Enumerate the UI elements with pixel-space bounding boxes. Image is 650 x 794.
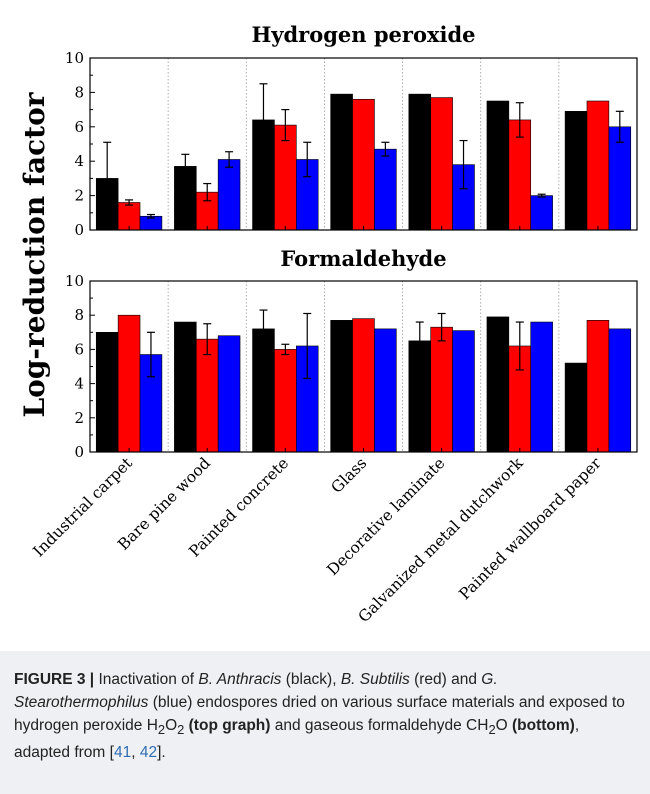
bar [195,338,219,453]
category-label: Painted wallboard paper [456,454,606,604]
bar-chart: Log-reduction factor Hydrogen peroxide 0 2… [18,22,638,626]
caption-text: ]. [157,744,166,762]
caption-text: , [131,744,140,762]
y-tick-label: 4 [74,375,84,393]
caption-bold: (bottom) [512,717,575,734]
y-tick-label: 2 [74,187,84,205]
y-tick-label: 4 [74,152,84,170]
bar [117,202,141,231]
caption-bold: (top graph) [184,717,271,734]
bar [374,148,397,231]
caption-text: and gaseous formaldehyde CH [270,717,489,734]
y-tick-label: 8 [74,83,84,101]
chart-panel: Hydrogen peroxide 0 2 4 6 8 10 [65,22,638,239]
bar [586,100,610,231]
caption-label: FIGURE 3 | [14,671,95,688]
bar [174,321,197,453]
caption-text: Inactivation of [94,671,199,688]
bar [452,330,475,453]
caption-subscript: 2 [177,722,185,738]
category-label: Glass [328,454,371,497]
bar [530,195,553,231]
y-tick-label: 0 [74,221,84,239]
caption-text: (blue) endospores dried on various surfa… [14,694,625,734]
bar [117,314,141,453]
panel-title: Hydrogen peroxide [251,22,475,47]
caption-text: , adapted from [ [14,717,580,762]
caption-species: B. Anthracis [198,671,282,688]
chart-panel: Formaldehyde 0 2 4 6 8 10 [65,246,638,461]
bar [430,97,453,231]
bar [486,316,510,453]
reference-link[interactable]: 41 [113,744,132,762]
caption-subscript: 2 [488,722,496,738]
y-tick-label: 6 [74,118,84,136]
bar [95,331,119,453]
bar [330,93,353,231]
bar [608,328,632,453]
bar [330,320,353,453]
y-tick-label: 0 [74,443,84,461]
y-axis-label: Log-reduction factor [18,91,51,417]
bar [430,326,453,453]
caption-text: O [165,717,178,734]
bar [564,111,588,231]
y-tick-label: 6 [74,340,84,358]
bar [564,362,588,453]
y-tick-label: 8 [74,306,84,324]
figure-caption: FIGURE 3 | Inactivation of B. Anthracis … [0,651,650,794]
y-tick-label: 10 [65,272,84,290]
category-label: Galvanized metal dutchwork [355,454,527,626]
bar [217,335,241,453]
caption-subscript: 2 [157,722,166,738]
bar [530,321,553,453]
reference-link[interactable]: 42 [139,744,158,762]
bar [217,159,241,231]
bar [486,100,510,231]
caption-species: G. Stearothermophilus [14,671,498,711]
caption-species: B. Subtilis [340,671,410,688]
bar [352,318,375,453]
caption-text: O [495,717,512,734]
bar [408,93,432,231]
y-tick-label: 2 [74,409,84,427]
bar [374,328,397,453]
y-tick-label: 10 [65,49,84,67]
caption-text: (red) and [409,671,482,688]
caption-text: (black), [281,671,341,688]
panel-title: Formaldehyde [280,246,446,271]
bar [274,349,297,453]
bar [586,320,610,453]
bar [352,98,375,231]
